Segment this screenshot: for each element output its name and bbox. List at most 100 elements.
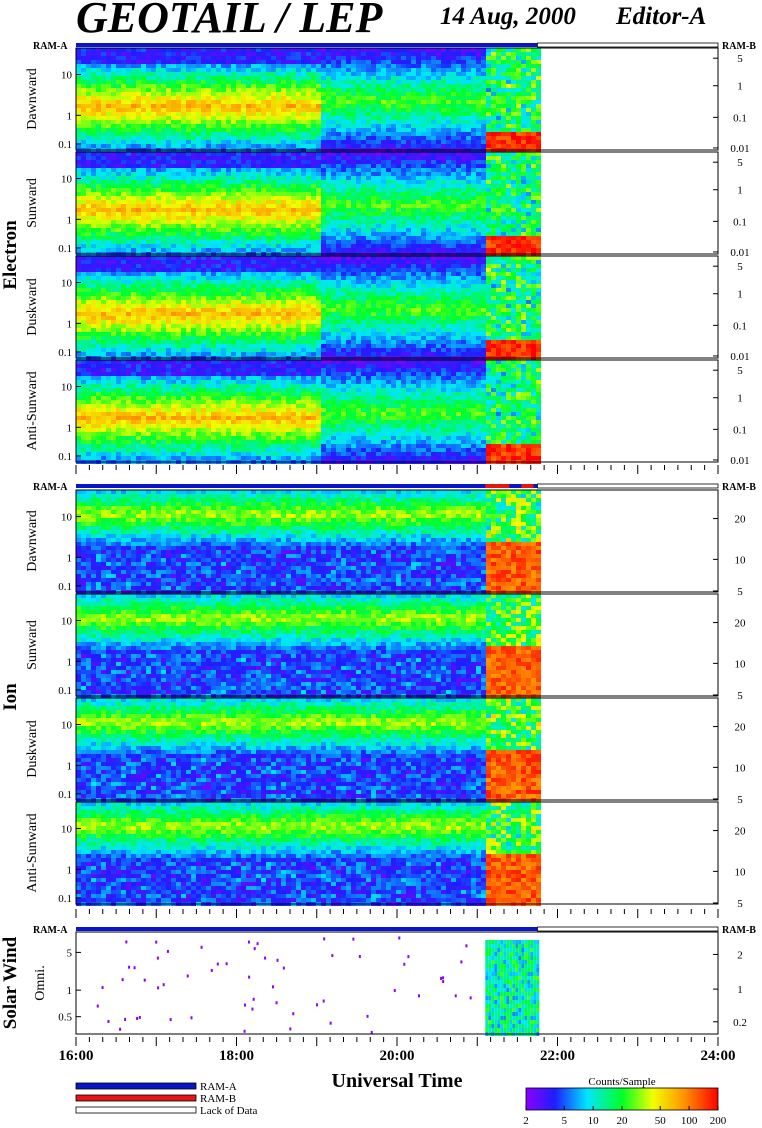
right-tick-label: 1 xyxy=(737,393,743,405)
left-tick-label: 1 xyxy=(67,422,73,434)
left-tick-label: 1 xyxy=(67,552,73,564)
legend-label: RAM-A xyxy=(200,1081,237,1093)
left-tick-label: 0.5 xyxy=(58,1012,72,1024)
colorbar-tick-label: 200 xyxy=(710,1115,727,1127)
left-tick-label: 0.1 xyxy=(58,139,72,151)
x-tick-label: 24:00 xyxy=(701,1048,736,1064)
panel-label: Anti-Sunward xyxy=(25,371,40,450)
plot-editor: Editor-A xyxy=(616,3,706,31)
left-tick-label: 0.1 xyxy=(58,893,72,905)
left-tick-label: 1 xyxy=(67,985,73,997)
left-tick-label: 1 xyxy=(67,214,73,226)
mode-bar-no-data xyxy=(537,483,719,489)
left-tick-label: 0.1 xyxy=(58,243,72,255)
mode-bar-ram-a xyxy=(76,484,538,488)
colorbar-tick-label: 10 xyxy=(588,1115,600,1127)
left-tick-label: 10 xyxy=(61,278,73,290)
left-tick-label: 0.1 xyxy=(58,685,72,697)
left-tick-label: 1 xyxy=(67,864,73,876)
right-tick-label: 2 xyxy=(737,949,743,961)
legend-swatch xyxy=(75,1094,197,1102)
left-tick-label: 0.1 xyxy=(58,789,72,801)
x-tick-label: 18:00 xyxy=(219,1048,254,1064)
panel-label: Dawnward xyxy=(25,510,40,571)
right-tick-label: 0.1 xyxy=(733,424,747,436)
mode-bar-ram-a xyxy=(76,927,538,931)
mode-bar-no-data xyxy=(537,42,719,48)
left-tick-label: 10 xyxy=(61,70,73,82)
panel-frame xyxy=(75,47,719,151)
mode-bar-ram-a xyxy=(76,43,538,47)
right-tick-label: 20 xyxy=(735,722,747,734)
panel-frame xyxy=(75,931,719,1035)
mode-bar-ram-b xyxy=(521,484,534,488)
right-tick-label: 5 xyxy=(737,586,743,598)
colorbar-tick-label: 5 xyxy=(561,1115,567,1127)
group-label: Solar Wind xyxy=(0,936,21,1029)
left-tick-label: 0.1 xyxy=(58,451,72,463)
mode-bar-right-label: RAM-B xyxy=(722,925,756,936)
panel-label: Anti-Sunward xyxy=(25,813,40,892)
x-tick-label: 20:00 xyxy=(380,1048,415,1064)
right-tick-label: 20 xyxy=(735,514,747,526)
panel-frame xyxy=(75,255,719,359)
left-tick-label: 10 xyxy=(61,512,73,524)
frame-layer xyxy=(75,42,719,1114)
mode-bar-right-label: RAM-B xyxy=(722,41,756,52)
right-tick-label: 0.01 xyxy=(730,351,749,363)
mode-bar-no-data xyxy=(537,926,719,932)
right-tick-label: 5 xyxy=(737,53,743,65)
right-tick-label: 20 xyxy=(735,826,747,838)
right-tick-label: 0.1 xyxy=(733,320,747,332)
mode-bar-ram-b xyxy=(485,484,510,488)
legend-label: RAM-B xyxy=(200,1093,236,1105)
legend-swatch xyxy=(75,1082,197,1090)
panel-frame xyxy=(75,697,719,801)
right-tick-label: 1 xyxy=(737,81,743,93)
x-axis-label: Universal Time xyxy=(332,1070,463,1092)
right-tick-label: 10 xyxy=(735,554,747,566)
left-tick-label: 1 xyxy=(67,110,73,122)
panel-label: Sunward xyxy=(25,178,40,228)
left-tick-label: 10 xyxy=(61,824,73,836)
mode-bar-left-label: RAM-A xyxy=(33,41,68,52)
right-tick-label: 0.01 xyxy=(730,455,749,467)
right-tick-label: 0.01 xyxy=(730,247,749,259)
right-tick-label: 10 xyxy=(735,658,747,670)
right-tick-label: 10 xyxy=(735,866,747,878)
colorbar-tick-label: 20 xyxy=(617,1115,629,1127)
group-label: Ion xyxy=(0,683,21,711)
panel-label: Duskward xyxy=(25,720,40,778)
left-tick-label: 0.1 xyxy=(58,347,72,359)
mode-bar-right-label: RAM-B xyxy=(722,482,756,493)
mode-bar-left-label: RAM-A xyxy=(33,925,68,936)
panel-label: Sunward xyxy=(25,620,40,670)
left-tick-label: 1 xyxy=(67,760,73,772)
right-tick-label: 5 xyxy=(737,157,743,169)
right-tick-label: 1 xyxy=(737,185,743,197)
left-tick-label: 10 xyxy=(61,720,73,732)
right-tick-label: 0.1 xyxy=(733,112,747,124)
panel-frame xyxy=(75,801,719,905)
right-tick-label: 0.01 xyxy=(730,143,749,155)
x-tick-label: 22:00 xyxy=(540,1048,575,1064)
panel-frame xyxy=(75,489,719,593)
mode-bar-left-label: RAM-A xyxy=(33,482,68,493)
left-tick-label: 1 xyxy=(67,656,73,668)
panel-label: Duskward xyxy=(25,278,40,336)
right-tick-label: 10 xyxy=(735,762,747,774)
right-tick-label: 5 xyxy=(737,898,743,910)
left-tick-label: 10 xyxy=(61,382,73,394)
left-tick-label: 1 xyxy=(67,318,73,330)
panel-label: Omni. xyxy=(33,965,48,1000)
left-tick-label: 10 xyxy=(61,616,73,628)
right-tick-label: 5 xyxy=(737,365,743,377)
right-tick-label: 0.2 xyxy=(733,1017,747,1029)
colorbar-tick-label: 2 xyxy=(523,1115,529,1127)
plot-title: GEOTAIL / LEP xyxy=(76,0,382,43)
panel-frame xyxy=(75,593,719,697)
right-tick-label: 5 xyxy=(737,690,743,702)
colorbar-tick-label: 50 xyxy=(655,1115,667,1127)
right-tick-label: 1 xyxy=(737,289,743,301)
